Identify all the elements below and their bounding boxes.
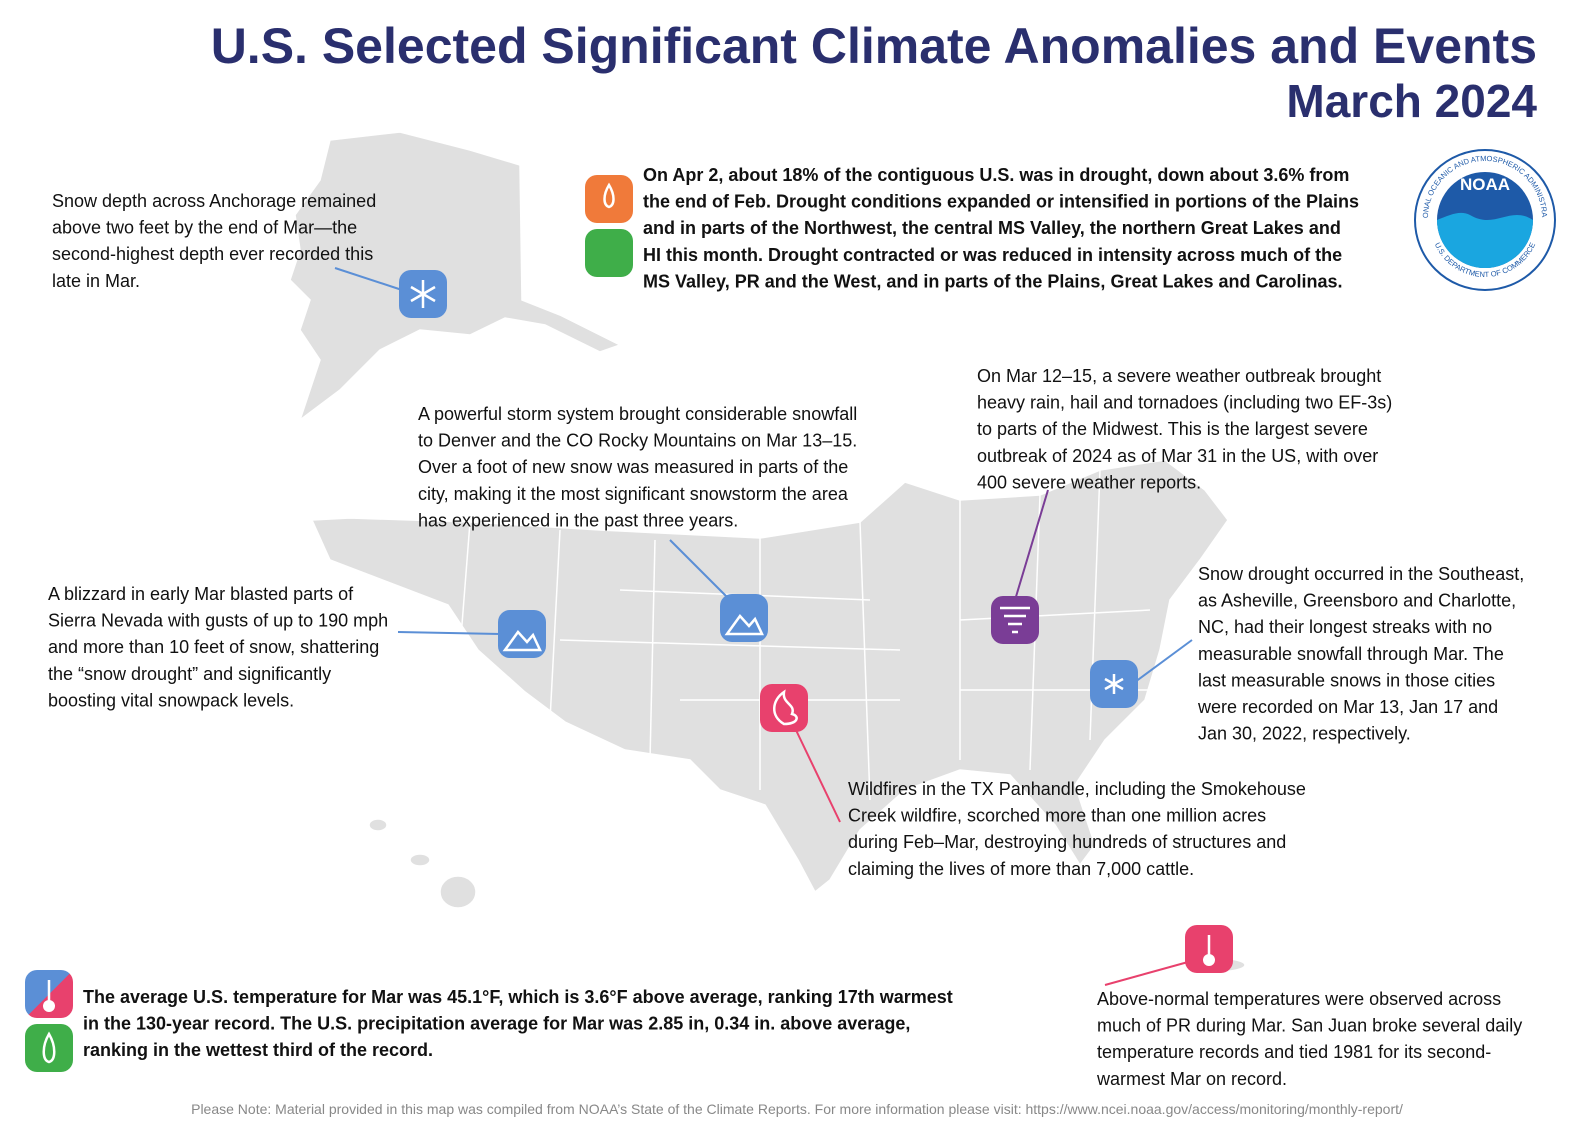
annotation-line: second-highest depth ever recorded this — [52, 244, 373, 264]
title: U.S. Selected Significant Climate Anomal… — [211, 18, 1537, 74]
annotation-line: outbreak of 2024 as of Mar 31 in the US,… — [977, 446, 1378, 466]
annotation-line: HI this month. Drought contracted or was… — [643, 245, 1342, 265]
annotation-line: Creek wildfire, scorched more than one m… — [848, 806, 1266, 826]
annotation-line: The average U.S. temperature for Mar was… — [83, 987, 953, 1007]
annotation-line: measurable snowfall through Mar. The — [1198, 644, 1504, 664]
leader-lines — [334, 267, 1193, 986]
annotation-line: ranking in the wettest third of the reco… — [83, 1040, 433, 1060]
annotation-line: claiming the lives of more than 7,000 ca… — [848, 859, 1194, 879]
annotation-line: has experienced in the past three years. — [418, 510, 738, 530]
alaska-shape — [289, 131, 622, 423]
annotation-line: Jan 30, 2022, respectively. — [1198, 724, 1411, 744]
drought-improve-icon — [585, 229, 633, 277]
annotation-line: to parts of the Midwest. This is the lar… — [977, 419, 1368, 439]
annotation-line: On Apr 2, about 18% of the contiguous U.… — [643, 165, 1349, 185]
annotation-line: boosting vital snowpack levels. — [48, 690, 294, 710]
tornado-icon — [991, 596, 1039, 644]
annotation-line: temperature records and tied 1981 for it… — [1097, 1042, 1491, 1062]
drought-icon — [585, 175, 633, 223]
hawaii-shape — [368, 818, 388, 832]
precipitation-icon — [25, 1024, 73, 1072]
annotation-line: the end of Feb. Drought conditions expan… — [643, 192, 1359, 212]
annotation-line: much of PR during Mar. San Juan broke se… — [1097, 1016, 1522, 1036]
snowpack-icon — [498, 610, 546, 658]
annotation-line: to Denver and the CO Rocky Mountains on … — [418, 431, 857, 451]
annotation-line: during Feb–Mar, destroying hundreds of s… — [848, 832, 1286, 852]
annotation-line: MS Valley, PR and the West, and in parts… — [643, 271, 1343, 291]
annotation-line: A blizzard in early Mar blasted parts of — [48, 584, 354, 604]
annotation-line: warmest Mar on record. — [1096, 1069, 1287, 1089]
annotation-line: as Asheville, Greensboro and Charlotte, — [1198, 591, 1516, 611]
annotation-line: and more than 10 feet of snow, shatterin… — [48, 637, 379, 657]
annotation-line: heavy rain, hail and tornadoes (includin… — [977, 393, 1392, 413]
annotation-line: On Mar 12–15, a severe weather outbreak … — [977, 366, 1381, 386]
footnote: Please Note: Material provided in this m… — [191, 1101, 1403, 1117]
annotation-line: 400 severe weather reports. — [977, 472, 1201, 492]
icons — [25, 175, 1233, 1072]
contiguous-us-shape — [310, 459, 1229, 894]
logo-name: NOAA — [1460, 175, 1510, 194]
hawaii-shape — [439, 875, 477, 909]
annotation-line: were recorded on Mar 13, Jan 17 and — [1197, 697, 1498, 717]
annotation-line: the “snow drought” and significantly — [48, 664, 331, 684]
annotation-line: and in parts of the Northwest, the centr… — [643, 218, 1341, 238]
annotation-line: Sierra Nevada with gusts of up to 190 mp… — [48, 611, 388, 631]
annotation-line: late in Mar. — [52, 271, 140, 291]
annotation-line: above two feet by the end of Mar—the — [52, 218, 357, 238]
annotation-line: Wildfires in the TX Panhandle, including… — [848, 779, 1306, 799]
annotation-line: Over a foot of new snow was measured in … — [418, 457, 848, 477]
subtitle: March 2024 — [1286, 75, 1537, 127]
annotation-line: Snow depth across Anchorage remained — [52, 191, 376, 211]
annotation-line: last measurable snows in those cities — [1198, 670, 1495, 690]
annotation-line: in the 130-year record. The U.S. precipi… — [83, 1014, 910, 1034]
annotation-line: Snow drought occurred in the Southeast, — [1198, 564, 1524, 584]
texts: U.S. Selected Significant Climate Anomal… — [48, 18, 1537, 1117]
annotation-line: city, making it the most significant sno… — [418, 484, 849, 504]
snowstorm-icon — [720, 594, 768, 642]
annotation-line: NC, had their longest streaks with no — [1198, 617, 1492, 637]
annotation-line: Above-normal temperatures were observed … — [1097, 989, 1501, 1009]
hawaii-shape — [409, 853, 431, 867]
annotation-line: A powerful storm system brought consider… — [418, 404, 857, 424]
